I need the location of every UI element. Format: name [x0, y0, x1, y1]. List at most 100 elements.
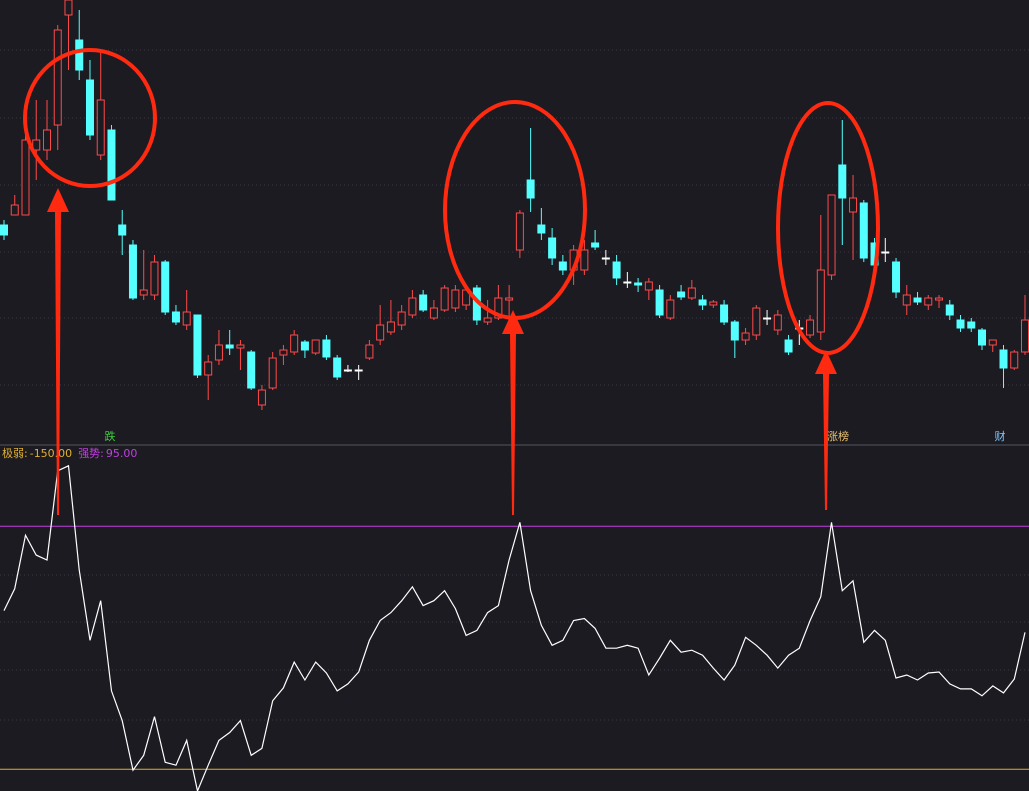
candle-body	[96, 99, 105, 156]
candle-body	[429, 307, 438, 319]
level-label: 95.00	[106, 447, 138, 460]
candle-body	[64, 0, 73, 16]
candle-body	[21, 139, 30, 216]
candle-body	[53, 29, 62, 126]
candle-body	[881, 251, 890, 254]
candle-body	[677, 291, 686, 298]
arrow	[502, 310, 524, 515]
candle-body	[913, 297, 922, 303]
candle-body	[85, 79, 94, 136]
candle-body	[150, 261, 159, 296]
candle-body	[730, 321, 739, 341]
candle-body	[386, 321, 395, 333]
candle-body	[247, 351, 256, 389]
candle-body	[763, 317, 772, 320]
candle-body	[494, 297, 503, 319]
candle-body	[225, 344, 234, 349]
annotation: 跌	[105, 429, 116, 443]
candle-body	[376, 324, 385, 341]
level-name: 极弱:	[2, 446, 28, 460]
candle-body	[558, 261, 567, 271]
candle-body	[290, 334, 299, 353]
highlight-circle	[443, 100, 587, 320]
candle-body	[548, 237, 557, 259]
candle-body	[365, 344, 374, 359]
candle-body	[182, 311, 191, 326]
candle-body	[139, 289, 148, 296]
candle-body	[924, 297, 933, 306]
candle-body	[354, 369, 363, 372]
candle-body	[0, 224, 8, 236]
candle-body	[408, 297, 417, 316]
arrow	[815, 350, 837, 510]
candle-body	[752, 307, 761, 336]
candle-body	[322, 339, 331, 358]
arrows	[47, 188, 837, 515]
candle-body	[268, 357, 277, 389]
candle-body	[537, 224, 546, 234]
arrow	[47, 188, 69, 515]
candle-body	[623, 281, 632, 284]
candle-body	[859, 202, 868, 259]
candle-body	[902, 294, 911, 306]
candle-body	[279, 349, 288, 356]
candle-body	[236, 344, 245, 349]
candle-body	[806, 319, 815, 336]
candle-body	[440, 287, 449, 311]
candle-body	[118, 224, 127, 236]
annotation: 财	[995, 429, 1006, 443]
candle-body	[741, 332, 750, 341]
candle-body	[32, 139, 41, 151]
level-label: -150.00	[30, 447, 72, 460]
candle-body	[709, 301, 718, 306]
annotation: 涨榜	[827, 429, 849, 443]
candle-body	[978, 329, 987, 346]
candle-body	[687, 287, 696, 299]
candle-body	[655, 289, 664, 316]
candle-body	[892, 261, 901, 293]
candle-body	[214, 344, 223, 361]
candle-body	[10, 204, 19, 216]
candle-body	[634, 282, 643, 286]
candle-body	[515, 212, 524, 251]
candle-body	[75, 39, 84, 71]
candle-body	[720, 304, 729, 323]
candle-body	[838, 164, 847, 199]
candle-body	[849, 197, 858, 213]
candle-body	[784, 339, 793, 353]
level-name: 强势:	[78, 447, 104, 460]
candle-body	[397, 311, 406, 326]
indicator-line	[3, 464, 1026, 791]
candle-body	[333, 357, 342, 378]
candle-body	[193, 314, 202, 376]
candle-body	[945, 304, 954, 316]
candle-body	[999, 349, 1008, 369]
candle-body	[204, 361, 213, 376]
candle-body	[300, 341, 309, 351]
candle-body	[526, 179, 535, 199]
candle-body	[773, 314, 782, 331]
candle-body	[644, 281, 653, 291]
highlight-circle	[776, 101, 880, 355]
candle-body	[161, 261, 170, 313]
candle-body	[988, 339, 997, 346]
candle-body	[107, 129, 116, 201]
candle-body	[827, 194, 836, 276]
candle-body	[483, 317, 492, 323]
highlight-circle	[23, 48, 157, 188]
candle-body	[698, 299, 707, 306]
candle-body	[591, 242, 600, 248]
candle-body	[343, 369, 352, 372]
candle-body	[967, 321, 976, 329]
candle-body	[171, 311, 180, 323]
candle-body	[1021, 319, 1029, 353]
candle-body	[666, 299, 675, 319]
candle-body	[956, 319, 965, 329]
candle-body	[1010, 351, 1019, 369]
candle-body	[505, 297, 514, 301]
candle-body	[816, 269, 825, 333]
candle-body	[580, 249, 589, 271]
